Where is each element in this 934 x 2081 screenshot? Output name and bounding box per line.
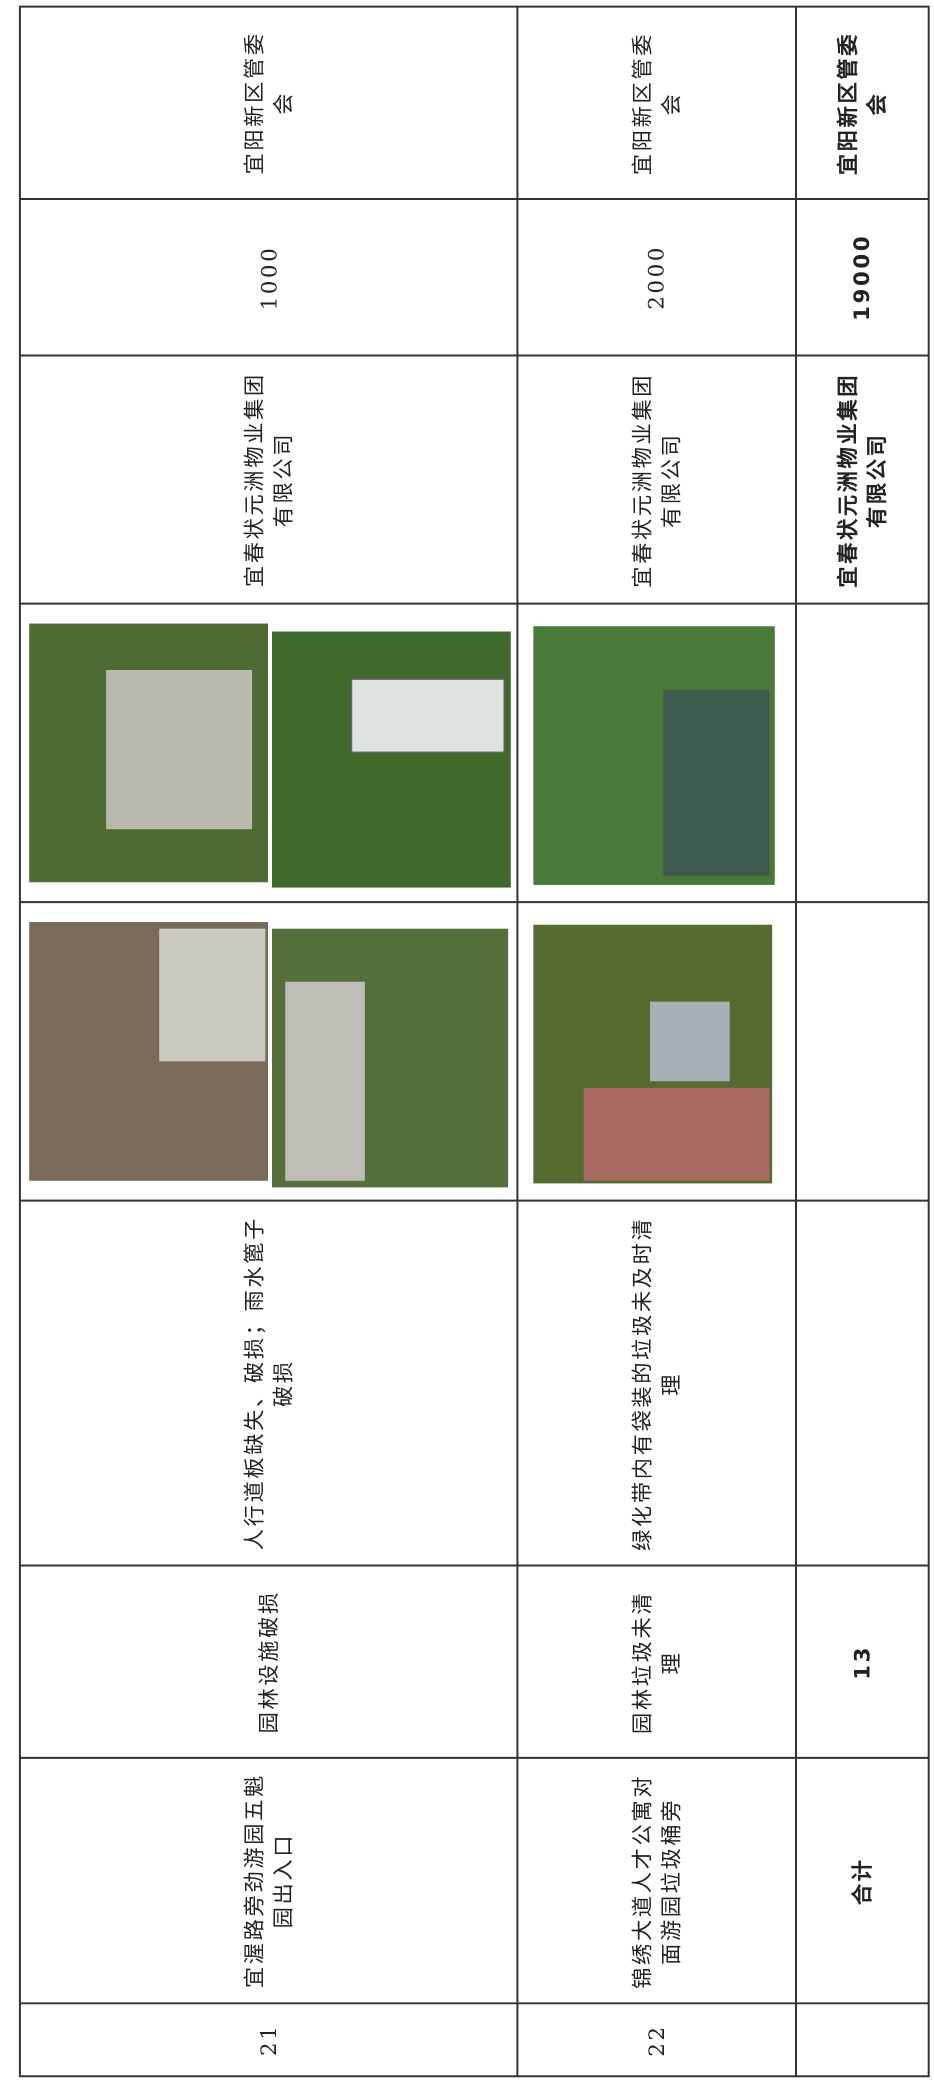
table-cell: 宜春状元洲物业集团有限公司: [628, 372, 684, 588]
table-cell: 宜阳新区管委会: [240, 31, 296, 175]
table-cell: 1000: [255, 244, 281, 310]
photos: [29, 623, 775, 1188]
table-cell: 园林垃圾未清理: [628, 1590, 684, 1734]
table-cell: 人行道板缺失、破损；雨水篦子破损: [240, 1215, 296, 1551]
table-cell: 宜春状元洲物业集团有限公司: [834, 372, 889, 588]
table-cell: 园林设施破损: [255, 1590, 281, 1734]
table-cell: 宜春状元洲物业集团有限公司: [240, 372, 296, 588]
table-cell: 22: [643, 2023, 669, 2056]
table-cell: 13: [849, 1644, 875, 1680]
table-cell: 宜阳新区管委会: [628, 31, 684, 175]
table-cell: 2000: [643, 244, 669, 310]
table-cell: 宜阳新区管委会: [834, 31, 889, 175]
table-cell: 宜渥路旁劲游园五魁园出入口: [240, 1773, 296, 1989]
table-cell: 锦绣大道人才公寓对面游园垃圾桶旁: [628, 1773, 684, 1989]
table-cell: 21: [255, 2023, 281, 2056]
table-cell: 合计: [849, 1856, 875, 1905]
table-cell: 19000: [849, 233, 875, 321]
table-cell: 绿化带内有袋装的垃圾未及时清理: [628, 1215, 684, 1551]
